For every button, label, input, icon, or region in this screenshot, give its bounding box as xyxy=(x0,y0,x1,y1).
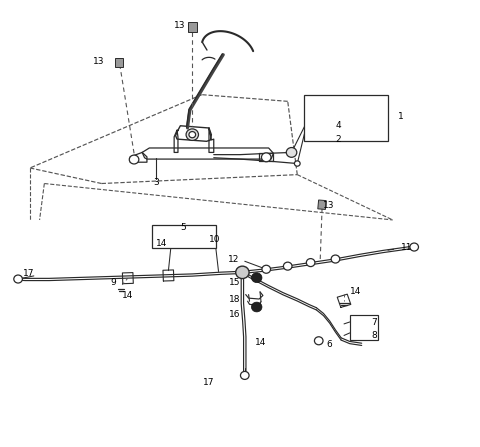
Text: 17: 17 xyxy=(203,378,215,387)
Text: 15: 15 xyxy=(228,278,240,287)
Text: 14: 14 xyxy=(255,338,266,347)
Text: 11: 11 xyxy=(401,244,413,253)
Circle shape xyxy=(129,155,139,164)
Text: 17: 17 xyxy=(24,269,35,278)
Text: 8: 8 xyxy=(371,331,377,340)
Circle shape xyxy=(294,161,300,166)
Text: 14: 14 xyxy=(122,291,133,300)
Text: 2: 2 xyxy=(336,135,341,144)
Circle shape xyxy=(240,371,249,380)
Bar xyxy=(152,225,216,248)
Text: 18: 18 xyxy=(228,295,240,304)
Circle shape xyxy=(306,259,315,266)
Bar xyxy=(318,200,326,210)
Text: 6: 6 xyxy=(326,340,332,349)
Circle shape xyxy=(262,265,271,273)
Circle shape xyxy=(14,275,23,283)
Circle shape xyxy=(189,131,196,138)
Circle shape xyxy=(186,129,199,140)
Bar xyxy=(350,315,378,340)
Text: 13: 13 xyxy=(93,57,104,66)
Circle shape xyxy=(252,302,262,312)
Bar xyxy=(116,58,123,67)
Text: 10: 10 xyxy=(209,236,221,245)
Text: 1: 1 xyxy=(397,112,403,122)
Circle shape xyxy=(252,273,262,283)
Text: 14: 14 xyxy=(350,287,361,295)
Text: 13: 13 xyxy=(174,21,185,30)
Bar xyxy=(188,22,197,33)
Circle shape xyxy=(262,153,271,162)
Text: 9: 9 xyxy=(111,278,117,287)
Text: 7: 7 xyxy=(371,318,377,327)
Text: 5: 5 xyxy=(180,224,186,232)
Circle shape xyxy=(331,255,340,263)
Circle shape xyxy=(236,266,249,278)
Text: 4: 4 xyxy=(336,121,341,130)
Circle shape xyxy=(410,243,419,251)
Text: 13: 13 xyxy=(323,201,334,210)
Circle shape xyxy=(283,262,292,270)
Text: 12: 12 xyxy=(228,254,239,264)
Circle shape xyxy=(314,337,323,345)
Text: 16: 16 xyxy=(228,310,240,319)
Circle shape xyxy=(286,148,297,157)
Text: 3: 3 xyxy=(154,178,159,187)
Bar xyxy=(304,95,388,141)
Text: 14: 14 xyxy=(156,239,167,248)
